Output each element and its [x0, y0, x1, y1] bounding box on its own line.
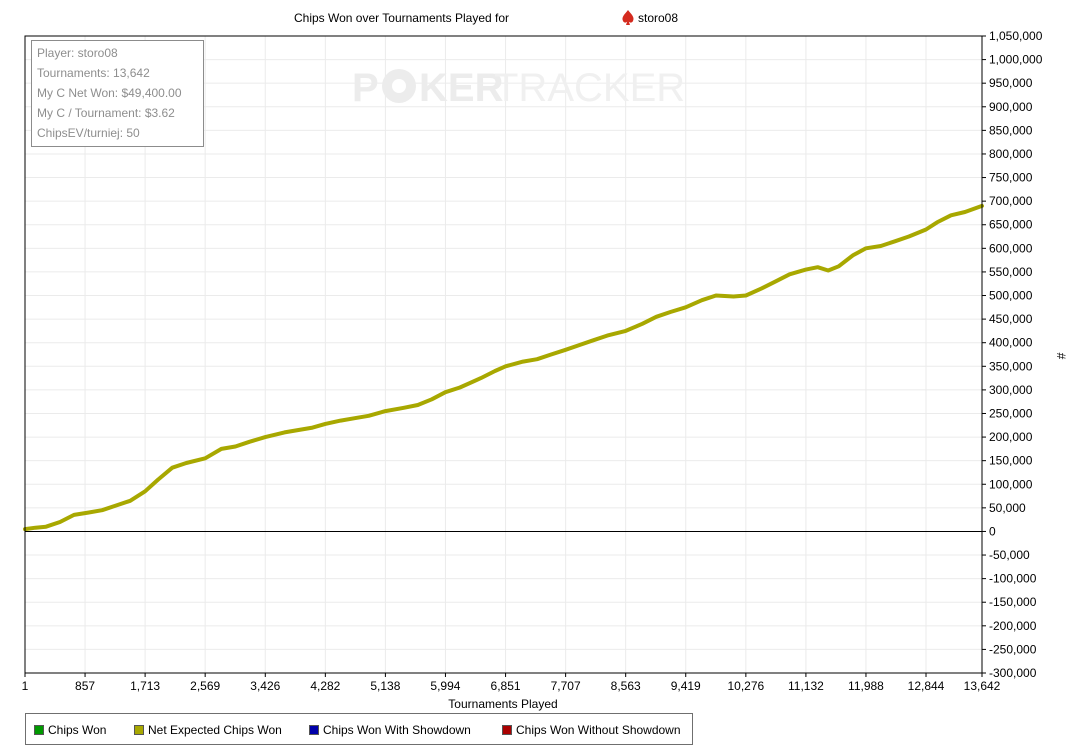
- y-tick-label: 950,000: [989, 76, 1033, 90]
- series-layer: [23, 203, 984, 532]
- watermark-chip-icon: [382, 69, 416, 103]
- series-line: [23, 203, 984, 532]
- y-tick-label: 1,050,000: [989, 29, 1043, 43]
- legend-swatch-icon: [502, 725, 512, 735]
- legend-label: Chips Won: [48, 723, 107, 737]
- x-tick-label: 12,844: [908, 679, 945, 693]
- y-tick-label: 600,000: [989, 241, 1033, 255]
- legend-swatch-icon: [34, 725, 44, 735]
- x-tick-label: 10,276: [728, 679, 765, 693]
- x-tick-label: 5,994: [430, 679, 460, 693]
- legend-item-chips-won-with-showdown[interactable]: Chips Won With Showdown: [309, 723, 471, 737]
- legend-swatch-icon: [309, 725, 319, 735]
- x-tick-label: 13,642: [964, 679, 1001, 693]
- x-tick-label: 11,132: [788, 679, 824, 693]
- y-tick-label: 200,000: [989, 430, 1033, 444]
- watermark-tracker: TRACKER: [494, 66, 685, 110]
- stat-net-won: My C Net Won: $49,400.00: [37, 86, 182, 100]
- x-tick-label: 8,563: [611, 679, 641, 693]
- stat-chips-ev: ChipsEV/turniej: 50: [37, 126, 140, 140]
- y-tick-label: 0: [989, 524, 996, 538]
- y-tick-label: 50,000: [989, 501, 1026, 515]
- y-tick-label: 350,000: [989, 359, 1033, 373]
- x-tick-label: 11,988: [848, 679, 884, 693]
- chart-legend: Chips Won Net Expected Chips Won Chips W…: [25, 713, 693, 745]
- y-tick-label: -150,000: [989, 595, 1037, 609]
- plot-border: [24, 35, 983, 674]
- y-tick-label: 650,000: [989, 218, 1033, 232]
- y-axis-label: #: [1054, 353, 1068, 360]
- stat-per-tournament: My C / Tournament: $3.62: [37, 106, 175, 120]
- x-tick-label: 1,713: [130, 679, 160, 693]
- legend-item-chips-won[interactable]: Chips Won: [34, 723, 106, 737]
- player-stats-box: Player: storo08 Tournaments: 13,642 My C…: [31, 40, 204, 147]
- x-tick-label: 5,138: [370, 679, 400, 693]
- stat-player: Player: storo08: [37, 46, 118, 60]
- watermark-p: P: [352, 66, 379, 110]
- y-tick-label: 100,000: [989, 477, 1033, 491]
- x-tick-label: 7,707: [551, 679, 581, 693]
- x-tick-label: 6,851: [491, 679, 521, 693]
- chart-title: Chips Won over Tournaments Played for: [294, 11, 509, 25]
- y-tick-label: 700,000: [989, 194, 1033, 208]
- watermark: P KER TRACKER: [352, 66, 685, 110]
- y-tick-label: 150,000: [989, 454, 1033, 468]
- x-tick-label: 3,426: [250, 679, 280, 693]
- y-tick-label: 750,000: [989, 171, 1033, 185]
- y-tick-label: 450,000: [989, 312, 1033, 326]
- legend-item-chips-won-without-showdown[interactable]: Chips Won Without Showdown: [502, 723, 681, 737]
- y-tick-label: 400,000: [989, 336, 1033, 350]
- y-tick-label: 850,000: [989, 123, 1033, 137]
- y-axis-ticks: 1,050,000 1,000,000 950,000 900,000 850,000 8…: [982, 29, 1043, 680]
- y-tick-label: 900,000: [989, 100, 1033, 114]
- y-tick-label: -50,000: [989, 548, 1030, 562]
- x-axis-ticks: 1 857 1,713 2,569 3,426 4,282 5,138 5,994 6,851 7…: [22, 673, 1001, 693]
- stat-tournaments: Tournaments: 13,642: [37, 66, 150, 80]
- x-axis-label: Tournaments Played: [448, 697, 557, 711]
- legend-item-net-expected-chips-won[interactable]: Net Expected Chips Won: [134, 723, 282, 737]
- legend-label: Chips Won Without Showdown: [516, 723, 681, 737]
- y-tick-label: 300,000: [989, 383, 1033, 397]
- x-tick-label: 857: [75, 679, 95, 693]
- x-tick-label: 1: [22, 679, 29, 693]
- legend-label: Net Expected Chips Won: [148, 723, 282, 737]
- y-tick-label: -100,000: [989, 572, 1037, 586]
- y-tick-label: 1,000,000: [989, 53, 1043, 67]
- y-tick-label: -200,000: [989, 619, 1037, 633]
- y-tick-label: 500,000: [989, 289, 1033, 303]
- x-tick-label: 2,569: [190, 679, 220, 693]
- y-tick-label: 550,000: [989, 265, 1033, 279]
- player-name: storo08: [638, 11, 678, 25]
- y-tick-label: 800,000: [989, 147, 1033, 161]
- spade-icon: [622, 10, 634, 25]
- watermark-ker: KER: [419, 66, 504, 110]
- legend-swatch-icon: [134, 725, 144, 735]
- legend-label: Chips Won With Showdown: [323, 723, 471, 737]
- y-tick-label: -250,000: [989, 642, 1037, 656]
- y-tick-label: -300,000: [989, 666, 1037, 680]
- x-tick-label: 9,419: [671, 679, 701, 693]
- y-tick-label: 250,000: [989, 406, 1033, 420]
- x-tick-label: 4,282: [310, 679, 340, 693]
